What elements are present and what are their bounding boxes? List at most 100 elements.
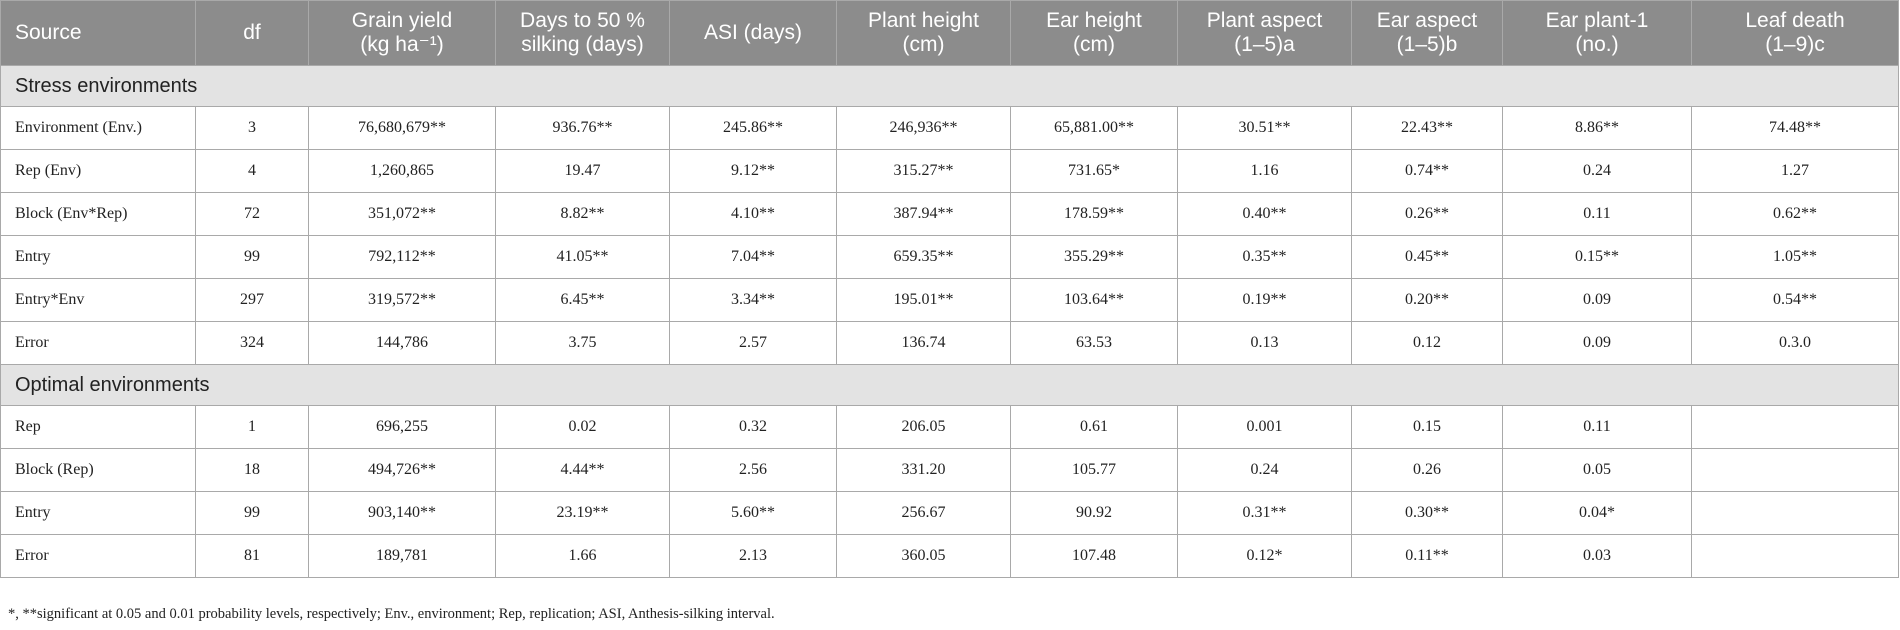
row-source-cell: Block (Rep)	[0, 448, 196, 492]
table-cell: 8.82**	[495, 192, 670, 236]
table-cell: 0.12*	[1177, 534, 1352, 578]
table-cell: 0.45**	[1351, 235, 1503, 279]
table-cell: 105.77	[1010, 448, 1178, 492]
table-cell: 0.3.0	[1691, 321, 1899, 365]
row-source-cell: Entry	[0, 491, 196, 535]
table-row: Block (Env*Rep) 72 351,072** 8.82** 4.10** 38…	[0, 192, 1899, 236]
table-cell: 0.15	[1351, 405, 1503, 449]
table-cell: 245.86**	[669, 106, 837, 150]
table-cell: 5.60**	[669, 491, 837, 535]
row-source-cell: Rep (Env)	[0, 149, 196, 193]
table-cell: 18	[195, 448, 309, 492]
table-cell	[1691, 448, 1899, 492]
table-cell: 1.05**	[1691, 235, 1899, 279]
table-cell: 0.30**	[1351, 491, 1503, 535]
col-header-days-to-silking: Days to 50 % silking (days)	[495, 0, 670, 66]
table-cell: 319,572**	[308, 278, 496, 322]
table-cell: 0.26	[1351, 448, 1503, 492]
table-cell: 659.35**	[836, 235, 1011, 279]
table-cell: 0.05	[1502, 448, 1692, 492]
table-cell: 256.67	[836, 491, 1011, 535]
table-cell: 1.27	[1691, 149, 1899, 193]
col-header-source: Source	[0, 0, 196, 66]
table-cell: 178.59**	[1010, 192, 1178, 236]
col-header-asi: ASI (days)	[669, 0, 837, 66]
table-cell: 0.24	[1177, 448, 1352, 492]
table-cell: 331.20	[836, 448, 1011, 492]
table-cell: 0.09	[1502, 321, 1692, 365]
col-header-leaf-death: Leaf death (1–9)c	[1691, 0, 1899, 66]
table-cell: 297	[195, 278, 309, 322]
table-cell: 74.48**	[1691, 106, 1899, 150]
table-cell: 9.12**	[669, 149, 837, 193]
table-cell: 81	[195, 534, 309, 578]
row-source-cell: Environment (Env.)	[0, 106, 196, 150]
table-cell: 324	[195, 321, 309, 365]
col-header-ear-plant: Ear plant-1 (no.)	[1502, 0, 1692, 66]
row-source-cell: Block (Env*Rep)	[0, 192, 196, 236]
section-title: Optimal environments	[0, 364, 1899, 406]
table-cell: 63.53	[1010, 321, 1178, 365]
table-cell: 315.27**	[836, 149, 1011, 193]
table-cell: 355.29**	[1010, 235, 1178, 279]
col-header-ear-height: Ear height (cm)	[1010, 0, 1178, 66]
table-row: Rep 1 696,255 0.02 0.32 206.05 0.61 0.001 0.15 0.…	[0, 405, 1899, 449]
table-cell: 494,726**	[308, 448, 496, 492]
table-cell: 0.03	[1502, 534, 1692, 578]
table-cell: 0.32	[669, 405, 837, 449]
table-cell: 731.65*	[1010, 149, 1178, 193]
table-cell: 144,786	[308, 321, 496, 365]
table-row: Error 324 144,786 3.75 2.57 136.74 63.53 0.13 0.…	[0, 321, 1899, 365]
table-row: Rep (Env) 4 1,260,865 19.47 9.12** 315.27** 73…	[0, 149, 1899, 193]
col-header-ear-aspect: Ear aspect (1–5)b	[1351, 0, 1503, 66]
section-row: Stress environments	[0, 65, 1899, 107]
table-cell: 3.75	[495, 321, 670, 365]
table-cell: 696,255	[308, 405, 496, 449]
col-header-plant-height: Plant height (cm)	[836, 0, 1011, 66]
table-row: Entry 99 903,140** 23.19** 5.60** 256.67 90.92…	[0, 491, 1899, 535]
table-cell: 0.24	[1502, 149, 1692, 193]
anova-table-container: Source df Grain yield (kg ha⁻¹) Days to 5…	[0, 0, 1899, 578]
table-cell: 903,140**	[308, 491, 496, 535]
table-cell: 0.62**	[1691, 192, 1899, 236]
section-title: Stress environments	[0, 65, 1899, 107]
table-cell: 1.16	[1177, 149, 1352, 193]
table-cell: 7.04**	[669, 235, 837, 279]
row-source-cell: Error	[0, 321, 196, 365]
table-cell: 0.11	[1502, 405, 1692, 449]
table-cell: 0.04*	[1502, 491, 1692, 535]
table-cell: 206.05	[836, 405, 1011, 449]
table-body: Stress environments Environment (Env.) 3 76…	[0, 65, 1899, 578]
table-cell: 2.56	[669, 448, 837, 492]
table-cell: 0.19**	[1177, 278, 1352, 322]
table-cell: 0.12	[1351, 321, 1503, 365]
table-cell: 351,072**	[308, 192, 496, 236]
table-cell: 22.43**	[1351, 106, 1503, 150]
table-cell: 90.92	[1010, 491, 1178, 535]
section-row: Optimal environments	[0, 364, 1899, 406]
table-cell: 99	[195, 491, 309, 535]
table-cell: 360.05	[836, 534, 1011, 578]
row-source-cell: Entry*Env	[0, 278, 196, 322]
table-cell: 8.86**	[1502, 106, 1692, 150]
table-cell: 103.64**	[1010, 278, 1178, 322]
table-cell: 76,680,679**	[308, 106, 496, 150]
table-cell: 0.001	[1177, 405, 1352, 449]
table-cell: 23.19**	[495, 491, 670, 535]
table-cell	[1691, 491, 1899, 535]
col-header-plant-aspect: Plant aspect (1–5)a	[1177, 0, 1352, 66]
table-cell: 1,260,865	[308, 149, 496, 193]
table-cell: 189,781	[308, 534, 496, 578]
table-cell: 3	[195, 106, 309, 150]
table-cell: 195.01**	[836, 278, 1011, 322]
table-cell: 1	[195, 405, 309, 449]
table-cell: 0.40**	[1177, 192, 1352, 236]
table-cell: 0.20**	[1351, 278, 1503, 322]
table-cell: 4.10**	[669, 192, 837, 236]
table-cell: 136.74	[836, 321, 1011, 365]
table-cell: 4	[195, 149, 309, 193]
table-cell: 2.13	[669, 534, 837, 578]
table-cell: 936.76**	[495, 106, 670, 150]
table-cell: 65,881.00**	[1010, 106, 1178, 150]
table-cell: 6.45**	[495, 278, 670, 322]
